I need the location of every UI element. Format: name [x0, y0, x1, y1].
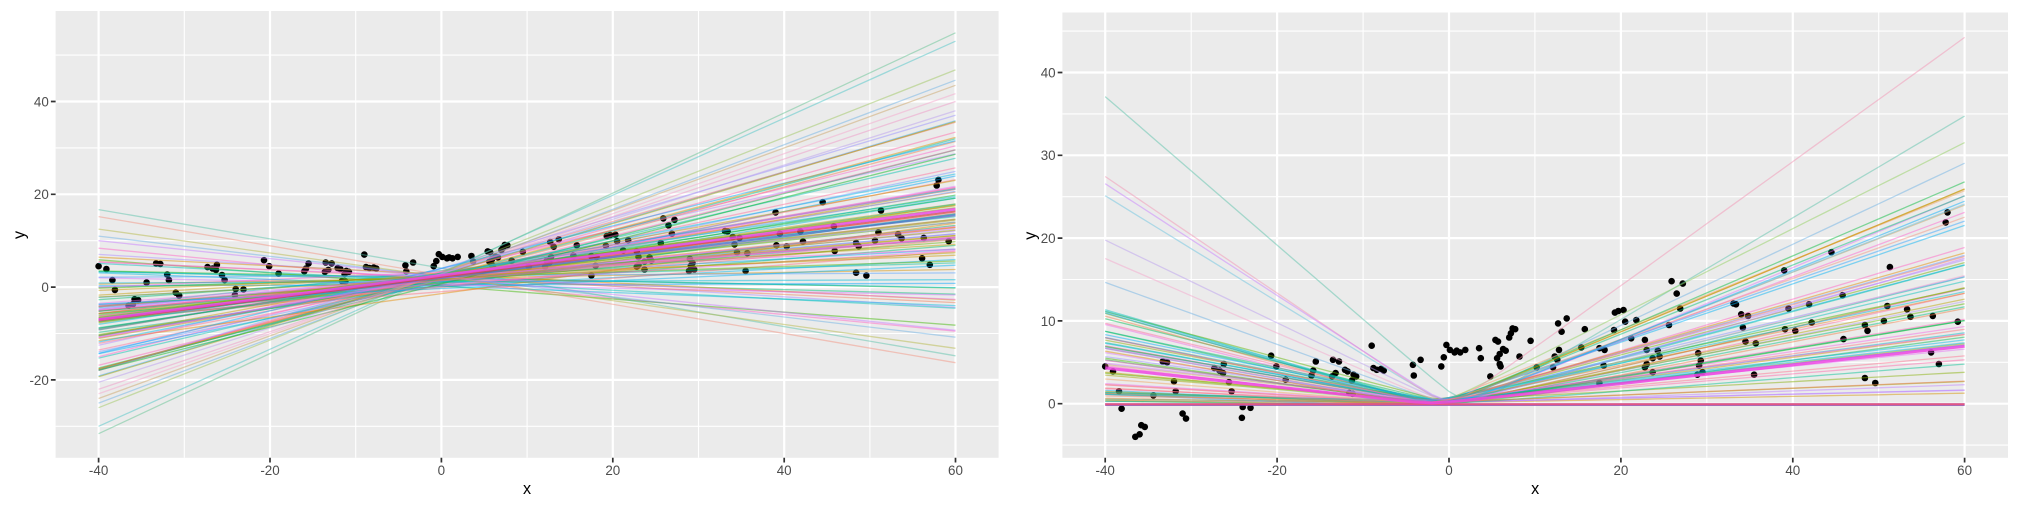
svg-text:20: 20	[1613, 463, 1628, 478]
svg-text:-20: -20	[260, 463, 279, 478]
svg-text:x: x	[523, 480, 531, 498]
svg-text:-40: -40	[1096, 463, 1115, 478]
svg-text:y: y	[10, 230, 28, 239]
svg-text:40: 40	[777, 463, 792, 478]
svg-text:-20: -20	[29, 373, 48, 388]
svg-text:40: 40	[34, 94, 49, 109]
svg-text:0: 0	[41, 280, 48, 295]
svg-text:x: x	[1531, 480, 1539, 498]
svg-text:y: y	[1022, 231, 1040, 240]
svg-text:0: 0	[438, 463, 445, 478]
svg-text:20: 20	[1041, 231, 1056, 246]
svg-text:40: 40	[1785, 463, 1800, 478]
svg-text:-40: -40	[89, 463, 108, 478]
svg-text:20: 20	[605, 463, 620, 478]
svg-text:-20: -20	[1267, 463, 1286, 478]
svg-text:60: 60	[1957, 463, 1972, 478]
svg-text:40: 40	[1041, 65, 1056, 80]
svg-text:10: 10	[1041, 314, 1056, 329]
svg-text:30: 30	[1041, 148, 1056, 163]
svg-text:0: 0	[1048, 397, 1055, 412]
svg-text:60: 60	[948, 463, 963, 478]
svg-text:0: 0	[1445, 463, 1452, 478]
svg-text:20: 20	[34, 187, 49, 202]
